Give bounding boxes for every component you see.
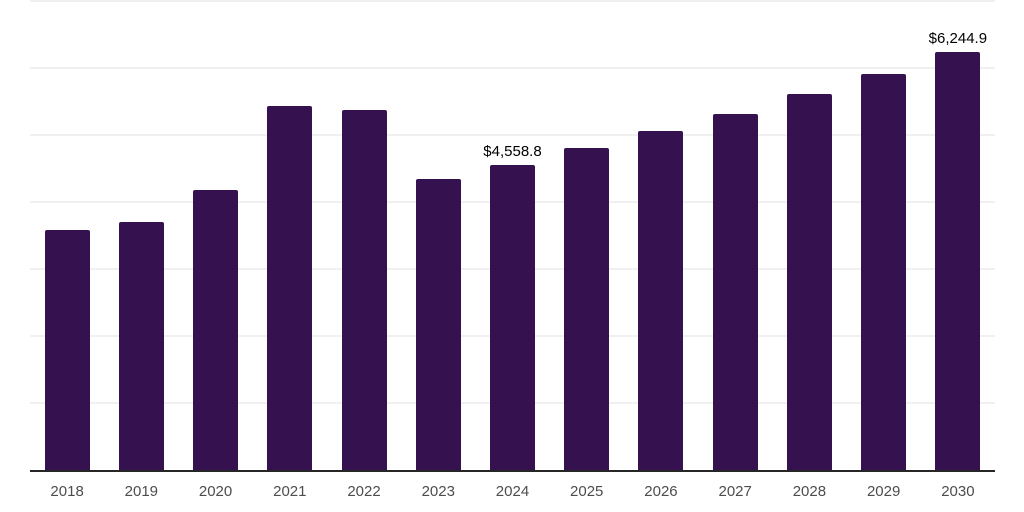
- gridline: [30, 0, 995, 2]
- x-tick-label-2028: 2028: [792, 483, 827, 500]
- x-tick-label-2023: 2023: [421, 483, 455, 500]
- bar-2025: [564, 148, 610, 470]
- value-label-2030: $6,244.9: [928, 29, 988, 47]
- bar-2019: [118, 222, 164, 470]
- bar-2026: [638, 131, 684, 470]
- x-tick-label-2019: 2019: [124, 483, 159, 500]
- value-label-2024: $4,558.8: [483, 142, 542, 160]
- bar-2028: [786, 94, 832, 470]
- bar-2024: [490, 164, 535, 470]
- x-tick-label-2024: 2024: [495, 483, 530, 500]
- x-tick-label-2025: 2025: [570, 483, 604, 500]
- gridline: [30, 67, 995, 69]
- bar-2021: [267, 105, 313, 470]
- bar-2022: [341, 109, 387, 470]
- x-tick-label-2027: 2027: [718, 483, 752, 500]
- x-tick-label-2021: 2021: [273, 483, 307, 500]
- x-tick-label-2018: 2018: [50, 483, 84, 500]
- gridline: [30, 134, 995, 136]
- x-tick-label-2030: 2030: [941, 483, 975, 500]
- x-tick-label-2026: 2026: [644, 483, 678, 500]
- bar-2030: [935, 51, 981, 470]
- x-axis-line: [30, 470, 995, 472]
- bar-2020: [193, 189, 239, 470]
- x-tick-label-2029: 2029: [866, 483, 901, 500]
- bar-2027: [712, 113, 758, 470]
- bar-2029: [861, 73, 907, 470]
- x-tick-label-2022: 2022: [347, 483, 381, 500]
- bar-2018: [44, 230, 90, 470]
- x-tick-label-2020: 2020: [198, 483, 233, 500]
- bar-2023: [415, 178, 461, 470]
